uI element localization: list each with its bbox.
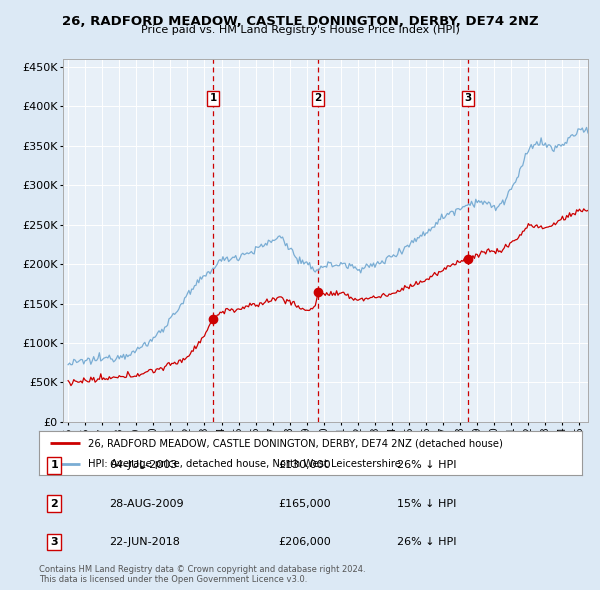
Text: 2: 2	[50, 499, 58, 509]
Text: 26% ↓ HPI: 26% ↓ HPI	[397, 537, 457, 547]
Text: 26, RADFORD MEADOW, CASTLE DONINGTON, DERBY, DE74 2NZ (detached house): 26, RADFORD MEADOW, CASTLE DONINGTON, DE…	[88, 438, 503, 448]
Text: HPI: Average price, detached house, North West Leicestershire: HPI: Average price, detached house, Nort…	[88, 459, 401, 469]
Text: £130,000: £130,000	[278, 460, 331, 470]
Text: 15% ↓ HPI: 15% ↓ HPI	[397, 499, 457, 509]
Text: 1: 1	[209, 93, 217, 103]
Text: 04-JUL-2003: 04-JUL-2003	[110, 460, 178, 470]
Text: £206,000: £206,000	[278, 537, 331, 547]
Text: 2: 2	[314, 93, 322, 103]
Text: 3: 3	[50, 537, 58, 547]
Text: 28-AUG-2009: 28-AUG-2009	[110, 499, 184, 509]
Text: This data is licensed under the Open Government Licence v3.0.: This data is licensed under the Open Gov…	[39, 575, 307, 584]
Text: 1: 1	[50, 460, 58, 470]
Text: £165,000: £165,000	[278, 499, 331, 509]
Text: 26, RADFORD MEADOW, CASTLE DONINGTON, DERBY, DE74 2NZ: 26, RADFORD MEADOW, CASTLE DONINGTON, DE…	[62, 15, 538, 28]
Text: 22-JUN-2018: 22-JUN-2018	[110, 537, 181, 547]
Text: 26% ↓ HPI: 26% ↓ HPI	[397, 460, 457, 470]
Text: Contains HM Land Registry data © Crown copyright and database right 2024.: Contains HM Land Registry data © Crown c…	[39, 565, 365, 574]
Text: Price paid vs. HM Land Registry's House Price Index (HPI): Price paid vs. HM Land Registry's House …	[140, 25, 460, 35]
Text: 3: 3	[464, 93, 472, 103]
